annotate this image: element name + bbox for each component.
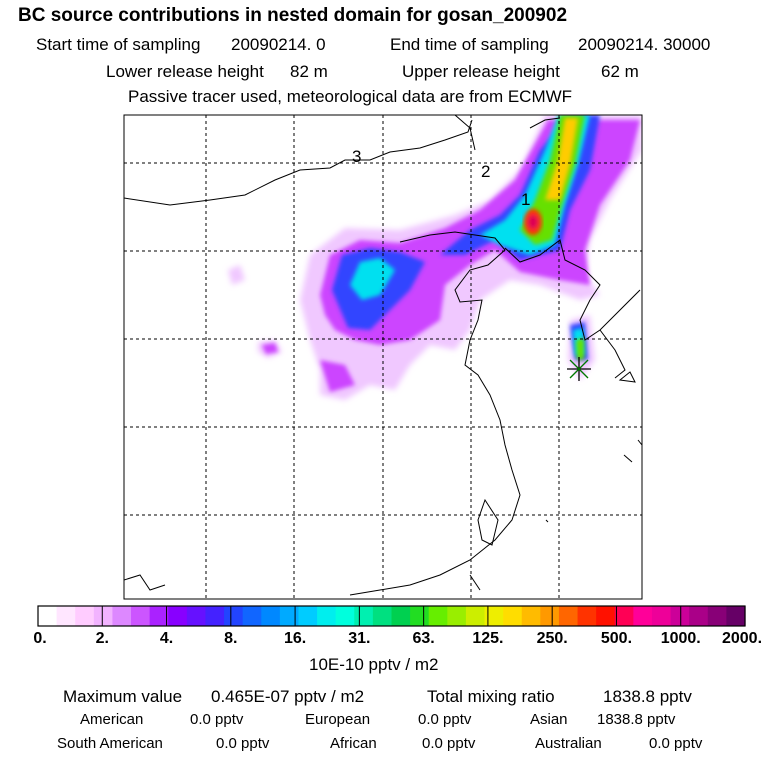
region-asian-value: 1838.8 pptv <box>597 711 676 728</box>
total-mixing-label: Total mixing ratio <box>427 687 555 706</box>
colorbar-tick-label: 16. <box>283 630 307 647</box>
colorbar-tick-label: 4. <box>159 630 174 647</box>
region-asian-label: Asian <box>530 711 568 728</box>
colorbar-tick-label: 8. <box>224 630 238 647</box>
colorbar-tick-label: 500. <box>600 630 633 647</box>
point-label-1: 1 <box>521 190 530 209</box>
colorbar-tick-label: 2. <box>95 630 109 647</box>
max-value: 0.465E-07 pptv / m2 <box>211 687 365 706</box>
colorbar-tick-label: 0. <box>33 630 47 647</box>
concentration-field <box>228 115 642 400</box>
colorbar-tick-label: 1000. <box>660 630 701 647</box>
colorbar-units: 10E-10 pptv / m2 <box>309 655 439 674</box>
asterisk-icon <box>567 357 591 381</box>
region-australian-value: 0.0 pptv <box>649 735 703 752</box>
coastlines <box>124 115 642 596</box>
colorbar-tick-label: 2000. <box>721 630 763 647</box>
max-value-label: Maximum value <box>63 687 183 706</box>
point-label-2: 2 <box>481 162 490 181</box>
region-african-label: African <box>330 735 377 752</box>
region-american-value: 0.0 pptv <box>190 711 244 728</box>
colorbar-tick-label: 125. <box>472 630 504 647</box>
plot-title: BC source contributions in nested domain… <box>18 5 568 26</box>
end-time-label: End time of sampling <box>390 35 549 54</box>
upper-release-label: Upper release height <box>402 62 560 81</box>
graticule <box>124 115 642 599</box>
total-mixing-value: 1838.8 pptv <box>603 687 692 706</box>
colorbar-tick-label: 250. <box>536 630 568 647</box>
colorbar-tick-label: 31. <box>348 630 371 647</box>
region-european-value: 0.0 pptv <box>418 711 472 728</box>
lower-release-value: 82 m <box>290 62 328 81</box>
tracer-note: Passive tracer used, meteorological data… <box>128 87 573 106</box>
start-time-value: 20090214. 0 <box>231 35 326 54</box>
region-african-value: 0.0 pptv <box>422 735 476 752</box>
region-south-american-label: South American <box>57 735 163 752</box>
start-time-label: Start time of sampling <box>36 35 201 54</box>
region-american-label: American <box>80 711 144 728</box>
lower-release-label: Lower release height <box>106 62 264 81</box>
upper-release-value: 62 m <box>601 62 639 81</box>
point-label-3: 3 <box>352 147 361 166</box>
map-frame <box>123 114 643 600</box>
colorbar-tick-label: 63. <box>412 630 435 647</box>
region-australian-label: Australian <box>535 735 602 752</box>
end-time-value: 20090214. 30000 <box>578 35 711 54</box>
region-european-label: European <box>305 711 371 728</box>
region-south-american-value: 0.0 pptv <box>216 735 270 752</box>
